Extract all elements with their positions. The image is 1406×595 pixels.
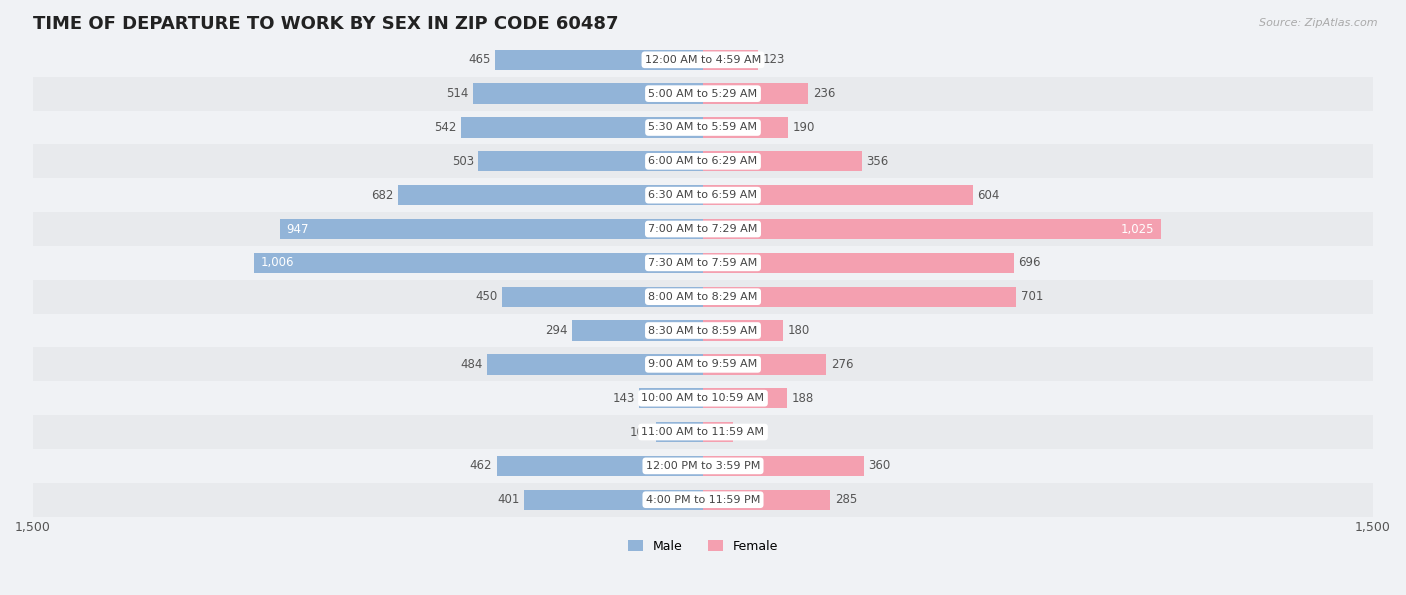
Text: 12:00 PM to 3:59 PM: 12:00 PM to 3:59 PM: [645, 461, 761, 471]
Bar: [703, 253, 1014, 273]
Bar: [703, 388, 787, 408]
Bar: [478, 151, 703, 171]
Text: 7:30 AM to 7:59 AM: 7:30 AM to 7:59 AM: [648, 258, 758, 268]
Bar: [32, 415, 1374, 449]
Bar: [703, 151, 862, 171]
Text: 8:00 AM to 8:29 AM: 8:00 AM to 8:29 AM: [648, 292, 758, 302]
Text: 190: 190: [793, 121, 814, 134]
Text: 356: 356: [866, 155, 889, 168]
Bar: [703, 422, 734, 442]
Bar: [703, 490, 831, 510]
Text: 9:00 AM to 9:59 AM: 9:00 AM to 9:59 AM: [648, 359, 758, 369]
Bar: [703, 320, 783, 341]
Text: 5:30 AM to 5:59 AM: 5:30 AM to 5:59 AM: [648, 123, 758, 133]
Bar: [496, 456, 703, 476]
Text: 123: 123: [762, 54, 785, 66]
Text: 8:30 AM to 8:59 AM: 8:30 AM to 8:59 AM: [648, 325, 758, 336]
Bar: [703, 185, 973, 205]
Bar: [280, 219, 703, 239]
Text: 701: 701: [1021, 290, 1043, 303]
Bar: [703, 219, 1161, 239]
Bar: [32, 43, 1374, 77]
Bar: [32, 449, 1374, 483]
Text: 10:00 AM to 10:59 AM: 10:00 AM to 10:59 AM: [641, 393, 765, 403]
Text: 143: 143: [612, 392, 634, 405]
Text: 236: 236: [813, 87, 835, 100]
Bar: [32, 212, 1374, 246]
Text: 4:00 PM to 11:59 PM: 4:00 PM to 11:59 PM: [645, 494, 761, 505]
Text: 6:00 AM to 6:29 AM: 6:00 AM to 6:29 AM: [648, 156, 758, 167]
Text: 11:00 AM to 11:59 AM: 11:00 AM to 11:59 AM: [641, 427, 765, 437]
Text: 465: 465: [468, 54, 491, 66]
Text: 484: 484: [460, 358, 482, 371]
Text: 285: 285: [835, 493, 858, 506]
Text: 604: 604: [977, 189, 1000, 202]
Text: 514: 514: [447, 87, 470, 100]
Text: 68: 68: [738, 425, 752, 439]
Bar: [486, 354, 703, 374]
Text: 1,006: 1,006: [260, 256, 294, 270]
Text: 6:30 AM to 6:59 AM: 6:30 AM to 6:59 AM: [648, 190, 758, 200]
Text: 7:00 AM to 7:29 AM: 7:00 AM to 7:29 AM: [648, 224, 758, 234]
Bar: [703, 354, 827, 374]
Legend: Male, Female: Male, Female: [623, 535, 783, 558]
Bar: [703, 456, 863, 476]
Text: 450: 450: [475, 290, 498, 303]
Text: 180: 180: [787, 324, 810, 337]
Text: 105: 105: [630, 425, 651, 439]
Text: 696: 696: [1018, 256, 1040, 270]
Bar: [703, 117, 787, 137]
Text: 947: 947: [287, 223, 309, 236]
Bar: [461, 117, 703, 137]
Bar: [32, 280, 1374, 314]
Bar: [703, 49, 758, 70]
Bar: [703, 287, 1017, 307]
Bar: [32, 145, 1374, 178]
Bar: [657, 422, 703, 442]
Bar: [640, 388, 703, 408]
Text: 294: 294: [544, 324, 567, 337]
Text: 503: 503: [451, 155, 474, 168]
Bar: [495, 49, 703, 70]
Text: 1,025: 1,025: [1121, 223, 1154, 236]
Text: 542: 542: [434, 121, 457, 134]
Text: 12:00 AM to 4:59 AM: 12:00 AM to 4:59 AM: [645, 55, 761, 65]
Bar: [524, 490, 703, 510]
Bar: [32, 77, 1374, 111]
Text: 401: 401: [498, 493, 519, 506]
Bar: [32, 246, 1374, 280]
Text: 682: 682: [371, 189, 394, 202]
Bar: [253, 253, 703, 273]
Text: 462: 462: [470, 459, 492, 472]
Bar: [32, 381, 1374, 415]
Text: 188: 188: [792, 392, 814, 405]
Bar: [398, 185, 703, 205]
Bar: [572, 320, 703, 341]
Bar: [32, 347, 1374, 381]
Bar: [32, 314, 1374, 347]
Text: 276: 276: [831, 358, 853, 371]
Bar: [474, 83, 703, 104]
Bar: [32, 483, 1374, 516]
Bar: [502, 287, 703, 307]
Bar: [32, 178, 1374, 212]
Text: TIME OF DEPARTURE TO WORK BY SEX IN ZIP CODE 60487: TIME OF DEPARTURE TO WORK BY SEX IN ZIP …: [32, 15, 619, 33]
Bar: [32, 111, 1374, 145]
Bar: [703, 83, 808, 104]
Text: 5:00 AM to 5:29 AM: 5:00 AM to 5:29 AM: [648, 89, 758, 99]
Text: Source: ZipAtlas.com: Source: ZipAtlas.com: [1260, 18, 1378, 28]
Text: 360: 360: [869, 459, 890, 472]
